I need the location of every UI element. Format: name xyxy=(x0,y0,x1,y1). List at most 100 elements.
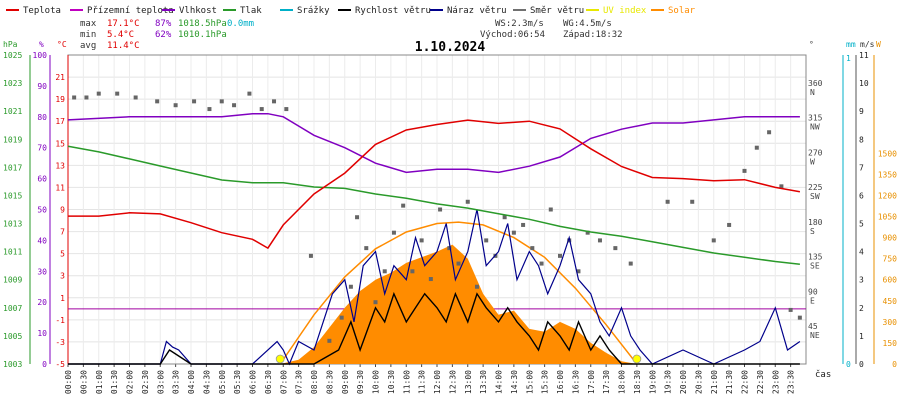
stat-max-temp: 17.1°C xyxy=(107,19,140,29)
solar-tick-label: 600 xyxy=(883,276,898,285)
direction-tick-compass: W xyxy=(810,157,815,166)
legend-label: Přízemní teplota xyxy=(87,6,174,16)
temperature-tick-label: 5 xyxy=(60,250,65,259)
x-tick-label: 08:30 xyxy=(325,370,334,394)
wind-direction-point xyxy=(438,207,443,212)
pressure-tick-label: 1007 xyxy=(3,304,22,313)
direction-tick-compass: E xyxy=(810,296,815,305)
legend-label: Tlak xyxy=(240,6,262,16)
wind-direction-point xyxy=(711,238,716,243)
stat-max-press: 1018.5hPa xyxy=(178,19,227,29)
x-tick-label: 03:00 xyxy=(156,370,165,394)
wind-direction-point xyxy=(665,199,670,204)
temperature-unit: °C xyxy=(57,40,67,49)
x-tick-label: 07:30 xyxy=(295,370,304,394)
x-tick-label: 12:00 xyxy=(433,370,442,394)
wind-unit: m/s xyxy=(860,40,875,49)
x-tick-label: 00:30 xyxy=(79,370,88,394)
wind-direction-point xyxy=(511,230,516,235)
wind-direction-point xyxy=(585,230,590,235)
wind-direction-point xyxy=(465,199,470,204)
direction-tick-label: 90 xyxy=(808,287,818,296)
x-tick-label: 15:00 xyxy=(525,370,534,394)
humidity-tick-label: 40 xyxy=(37,236,47,245)
uv-index-point xyxy=(632,354,642,364)
humidity-tick-label: 90 xyxy=(37,82,47,91)
x-tick-label: 17:00 xyxy=(587,370,596,394)
legend-label: Vlhkost xyxy=(179,6,217,16)
wind-tick-label: 1 xyxy=(859,332,864,341)
x-tick-label: 20:00 xyxy=(679,370,688,394)
chart-title: 1.10.2024 xyxy=(415,40,486,55)
humidity-tick-label: 50 xyxy=(37,206,47,215)
direction-unit: ° xyxy=(809,40,814,49)
x-tick-label: 13:30 xyxy=(479,370,488,394)
wind-direction-point xyxy=(428,277,433,282)
x-tick-label: 19:30 xyxy=(664,370,673,394)
wind-direction-point xyxy=(327,338,332,343)
wind-direction-point xyxy=(96,91,101,96)
wind-direction-point xyxy=(339,315,344,320)
legend-label: Rychlost větru xyxy=(355,6,431,16)
wind-direction-point xyxy=(530,246,535,251)
pressure-tick-label: 1021 xyxy=(3,107,22,116)
x-tick-label: 04:00 xyxy=(187,370,196,394)
wind-tick-label: 2 xyxy=(859,304,864,313)
wind-direction-point xyxy=(308,253,313,258)
wind-tick-label: 0 xyxy=(859,360,864,369)
x-tick-label: 21:30 xyxy=(725,370,734,394)
temperature-line xyxy=(68,119,801,250)
legend-label: Náraz větru xyxy=(447,6,507,16)
stats-panel: max 17.1°C 87% 1018.5hPa 0.0mm min 5.4°C… xyxy=(80,19,623,55)
x-tick-label: 10:00 xyxy=(372,370,381,394)
temperature-tick-label: 11 xyxy=(55,183,65,192)
pressure-tick-label: 1025 xyxy=(3,51,22,60)
temperature-tick-label: -1 xyxy=(55,316,65,325)
wind-direction-point xyxy=(364,246,369,251)
wind-direction-point xyxy=(521,222,526,227)
wind-direction-point xyxy=(391,230,396,235)
uv-index-point xyxy=(275,354,285,364)
direction-tick-compass: N xyxy=(810,88,815,97)
wind-gust-line xyxy=(68,209,801,366)
x-tick-label: 22:00 xyxy=(741,370,750,394)
solar-tick-label: 1050 xyxy=(878,213,897,222)
direction-tick-compass: SW xyxy=(810,192,820,201)
x-tick-label: 05:00 xyxy=(218,370,227,394)
wind-direction-point xyxy=(155,99,160,104)
wind-direction-point xyxy=(447,246,452,251)
wind-direction-point xyxy=(597,238,602,243)
wind-direction-point xyxy=(797,315,802,320)
wind-direction-point xyxy=(382,269,387,274)
humidity-tick-label: 60 xyxy=(37,175,47,184)
wind-direction-point xyxy=(727,222,732,227)
wind-speed-info: WS:2.3m/s xyxy=(495,19,544,29)
rain-unit: mm xyxy=(846,40,856,49)
axes: 00:00 00:30 01:00 01:30 02:00 02:30 03:00 03:30… xyxy=(3,40,897,394)
stat-rain: 0.0mm xyxy=(227,19,254,29)
wind-direction-point xyxy=(613,246,618,251)
pressure-tick-label: 1023 xyxy=(3,79,22,88)
humidity-line xyxy=(67,112,800,174)
x-tick-label: 12:30 xyxy=(448,370,457,394)
wind-tick-label: 6 xyxy=(859,191,864,200)
humidity-tick-label: 100 xyxy=(33,51,48,60)
x-tick-label: 23:00 xyxy=(771,370,780,394)
direction-tick-label: 180 xyxy=(808,218,823,227)
x-tick-label: 00:00 xyxy=(64,370,73,394)
wind-direction-point xyxy=(788,307,793,312)
legend-label: Solar xyxy=(668,6,696,16)
x-tick-label: 18:00 xyxy=(618,370,627,394)
x-tick-label: 01:30 xyxy=(110,370,119,394)
wind-tick-label: 9 xyxy=(859,107,864,116)
x-tick-label: 05:30 xyxy=(233,370,242,394)
wind-tick-label: 11 xyxy=(859,51,869,60)
humidity-tick-label: 70 xyxy=(37,144,47,153)
x-tick-label: 16:00 xyxy=(556,370,565,394)
wind-direction-point xyxy=(502,215,507,220)
humidity-unit: % xyxy=(39,40,44,49)
x-tick-label: 03:30 xyxy=(172,370,181,394)
wind-direction-point xyxy=(558,253,562,258)
wind-direction-point xyxy=(690,199,695,204)
